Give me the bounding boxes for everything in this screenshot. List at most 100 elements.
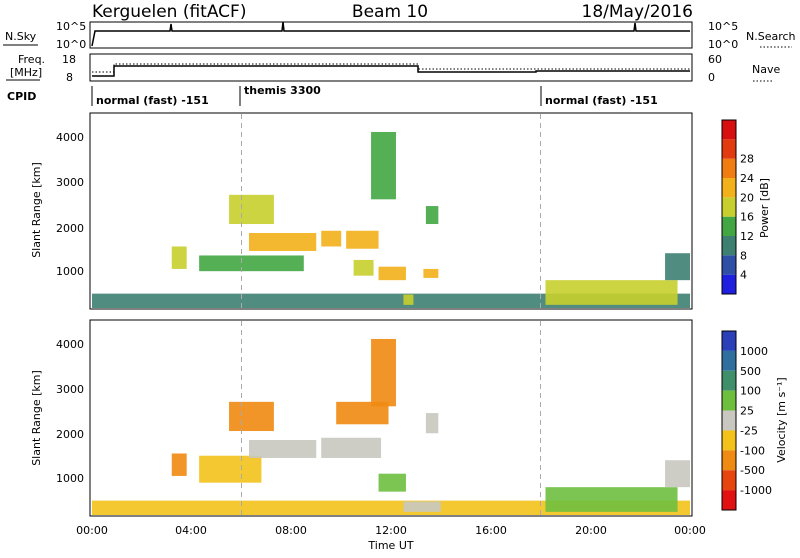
xtick-2000: 20:00 (575, 524, 607, 537)
velocity-colorbar-tick-0: 1000 (740, 345, 768, 358)
power-colorbar-swatch-0 (722, 274, 736, 294)
beam-title: Beam 10 (352, 2, 428, 22)
velocity-region-3 (229, 401, 274, 432)
velocity-colorbar-tick-1: 500 (740, 365, 761, 378)
power-region-6 (346, 230, 379, 249)
power-colorbar-tick-12: 12 (740, 230, 754, 243)
power-colorbar-swatch-2 (722, 236, 736, 256)
power-colorbar: Power [dB] 4 8 12 16 20 24 28 (721, 119, 771, 295)
cpid-segment-1: normal (fast) -151 (96, 94, 209, 107)
velocity-colorbar-tick-2: 100 (740, 385, 761, 398)
power-region-4 (248, 233, 317, 251)
velocity-region-9 (403, 501, 441, 512)
velocity-region-2 (199, 455, 262, 483)
power-ylabel: Slant Range [km] (30, 162, 43, 258)
power-region-3 (229, 194, 274, 225)
xtick-0800: 08:00 (275, 524, 307, 537)
power-region-11 (425, 206, 439, 225)
velocity-ytick-3000: 3000 (56, 383, 84, 396)
freq-label-2: [MHz] (10, 66, 42, 79)
noise-left-tick-high: 10^5 (56, 20, 86, 33)
velocity-colorbar-frame (721, 330, 737, 511)
velocity-colorbar-swatch-2 (722, 370, 736, 391)
cpid-segment-3: normal (fast) -151 (545, 94, 658, 107)
noise-panel: N.Sky 10^5 10^0 10^5 10^0 N.Search (3, 20, 796, 51)
velocity-panel-frame (89, 319, 693, 517)
power-colorbar-tick-8: 8 (740, 249, 747, 262)
xtick-1200: 12:00 (375, 524, 407, 537)
power-colorbar-swatch-8 (722, 120, 736, 140)
velocity-colorbar-swatch-6 (722, 450, 736, 471)
power-panel: Slant Range [km] 1000 2000 3000 4000 (30, 112, 693, 310)
power-colorbar-swatch-7 (722, 139, 736, 159)
power-region-7 (371, 131, 396, 200)
velocity-region-6 (336, 401, 389, 425)
velocity-colorbar-swatch-4 (722, 410, 736, 431)
nsky-trace (91, 21, 690, 47)
velocity-colorbar-tick-5: -100 (740, 444, 765, 457)
xtick-0000-end: 00:00 (674, 524, 706, 537)
power-regions (92, 114, 690, 308)
freq-label-1: Freq. (18, 53, 45, 66)
velocity-region-11 (545, 487, 678, 512)
velocity-colorbar-swatch-8 (722, 490, 736, 510)
power-ytick-2000: 2000 (56, 222, 84, 235)
power-colorbar-label: Power [dB] (758, 178, 771, 238)
power-region-14 (665, 253, 690, 281)
velocity-panel: Slant Range [km] 1000 2000 3000 4000 (30, 319, 693, 517)
power-colorbar-swatch-3 (722, 216, 736, 236)
power-ytick-1000: 1000 (56, 265, 84, 278)
power-colorbar-swatch-5 (722, 178, 736, 198)
power-colorbar-swatch-6 (722, 158, 736, 178)
velocity-colorbar-swatch-3 (722, 390, 736, 411)
power-colorbar-swatch-4 (722, 197, 736, 217)
power-colorbar-tick-28: 28 (740, 153, 754, 166)
velocity-region-1 (171, 453, 187, 476)
velocity-colorbar: Velocity [m s⁻¹] 1000 500 100 25 -25 -100 -500… (721, 330, 788, 511)
cpid-label: CPID (7, 90, 36, 103)
power-colorbar-swatch-1 (722, 255, 736, 275)
power-region-9 (353, 259, 374, 276)
velocity-colorbar-swatch-1 (722, 350, 736, 371)
power-colorbar-frame (721, 119, 737, 295)
velocity-colorbar-tick-4: -25 (740, 424, 758, 437)
power-region-13 (545, 280, 678, 305)
velocity-region-5 (321, 437, 382, 458)
velocity-region-7 (371, 338, 396, 407)
velocity-ylabel: Slant Range [km] (30, 370, 43, 466)
xtick-0000: 00:00 (76, 524, 108, 537)
velocity-colorbar-swatch-0 (722, 331, 736, 351)
power-ytick-3000: 3000 (56, 176, 84, 189)
power-region-1 (171, 246, 187, 269)
power-region-2 (199, 255, 304, 272)
nsearch-label: N.Search (746, 30, 796, 43)
velocity-colorbar-label: Velocity [m s⁻¹] (775, 377, 788, 462)
power-colorbar-tick-20: 20 (740, 191, 754, 204)
power-panel-frame (89, 112, 693, 310)
power-region-8 (378, 266, 406, 281)
cpid-panel: CPID normal (fast) -151 themis 3300 norm… (7, 84, 658, 107)
velocity-colorbar-tick-6: -500 (740, 464, 765, 477)
velocity-ytick-1000: 1000 (56, 472, 84, 485)
freq-left-tick-high: 18 (62, 53, 76, 66)
nave-label: Nave (752, 63, 780, 76)
nave-right-tick-low: 0 (708, 71, 715, 84)
power-colorbar-tick-16: 16 (740, 211, 754, 224)
velocity-region-10 (425, 413, 439, 434)
velocity-ytick-4000: 4000 (56, 338, 84, 351)
power-colorbar-tick-24: 24 (740, 172, 754, 185)
noise-right-tick-high: 10^5 (708, 20, 738, 33)
station-title: Kerguelen (fitACF) (92, 2, 246, 22)
noise-right-tick-low: 10^0 (708, 38, 738, 51)
xtick-1600: 16:00 (475, 524, 507, 537)
power-region-12 (423, 268, 439, 278)
power-region-10 (403, 294, 414, 305)
velocity-colorbar-swatch-7 (722, 470, 736, 491)
velocity-region-12 (665, 460, 690, 488)
velocity-region-8 (378, 473, 406, 492)
velocity-colorbar-swatch-5 (722, 430, 736, 451)
velocity-region-4 (248, 440, 317, 458)
power-region-5 (321, 230, 342, 247)
freq-left-tick-low: 8 (66, 71, 73, 84)
